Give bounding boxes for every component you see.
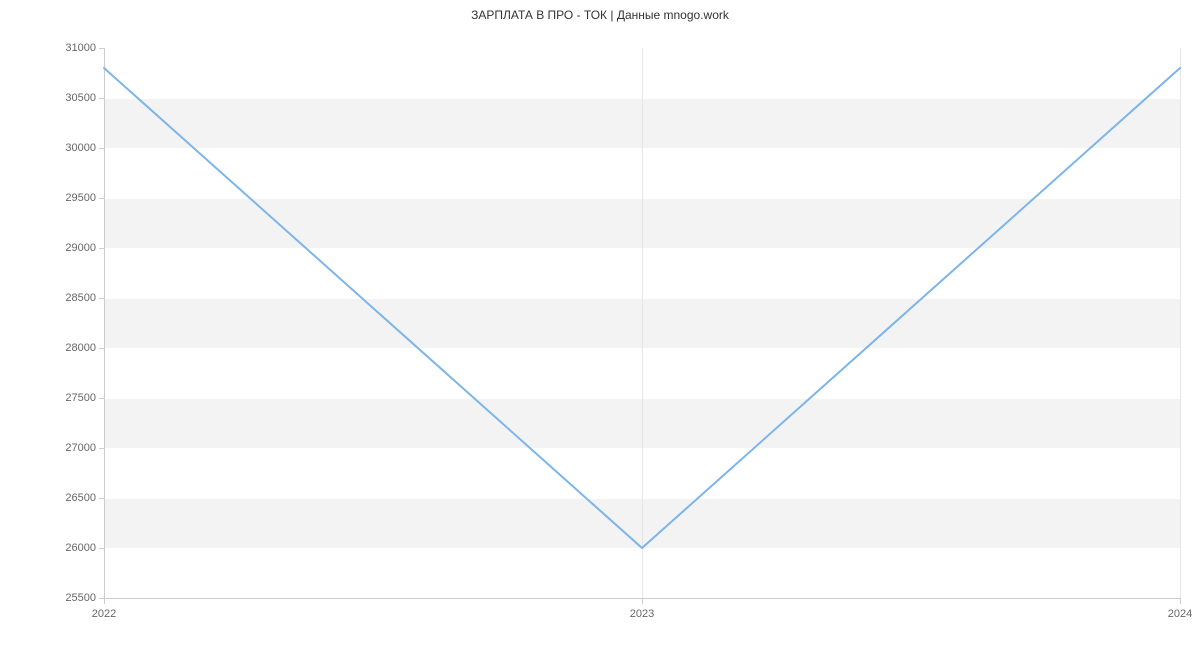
chart-title: ЗАРПЛАТА В ПРО - ТОК | Данные mnogo.work bbox=[0, 8, 1200, 22]
salary-line-chart: ЗАРПЛАТА В ПРО - ТОК | Данные mnogo.work… bbox=[0, 0, 1200, 650]
series-line-salary bbox=[104, 68, 1180, 548]
y-tick-label: 29000 bbox=[65, 242, 104, 254]
x-tick-label: 2024 bbox=[1168, 598, 1192, 620]
y-tick-label: 27000 bbox=[65, 442, 104, 454]
x-tick-label: 2023 bbox=[630, 598, 654, 620]
y-tick-label: 26500 bbox=[65, 492, 104, 504]
x-axis-line bbox=[104, 598, 1180, 599]
y-tick-label: 31000 bbox=[65, 42, 104, 54]
y-tick-label: 27500 bbox=[65, 392, 104, 404]
v-grid-line bbox=[1180, 48, 1181, 598]
x-tick-label: 2022 bbox=[92, 598, 116, 620]
y-tick-label: 29500 bbox=[65, 192, 104, 204]
y-tick-label: 26000 bbox=[65, 542, 104, 554]
plot-area: 2550026000265002700027500280002850029000… bbox=[104, 48, 1180, 598]
y-tick-label: 30000 bbox=[65, 142, 104, 154]
y-tick-label: 30500 bbox=[65, 92, 104, 104]
y-tick-label: 28500 bbox=[65, 292, 104, 304]
line-layer bbox=[104, 48, 1180, 598]
y-tick-label: 28000 bbox=[65, 342, 104, 354]
